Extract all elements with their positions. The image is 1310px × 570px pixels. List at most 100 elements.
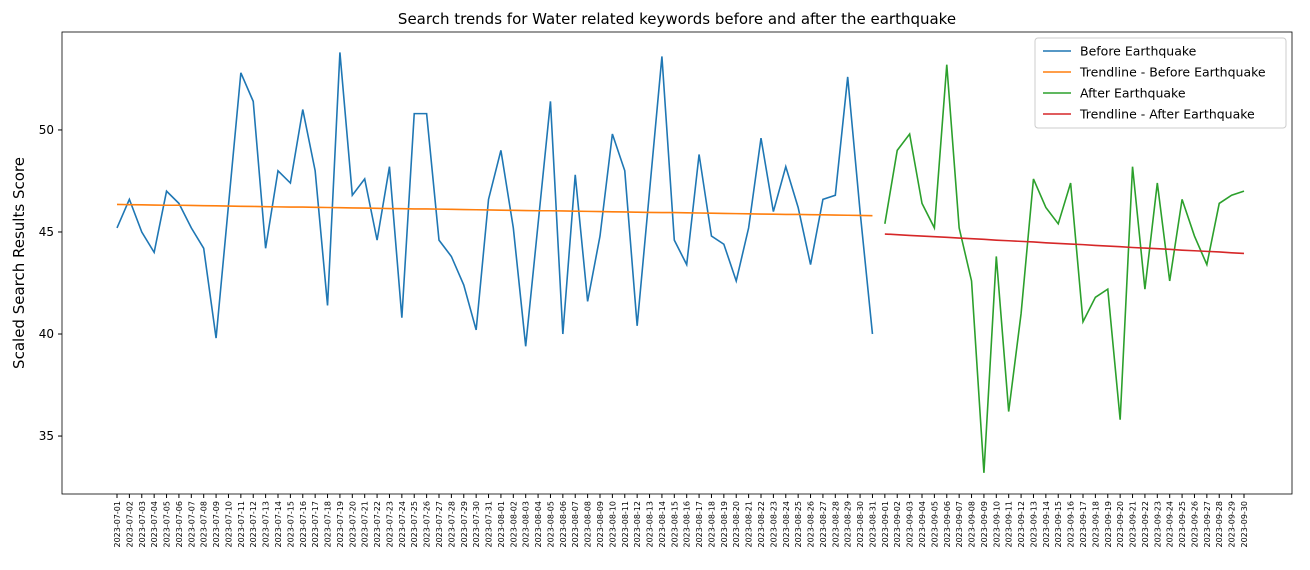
x-tick-label: 2023-08-26 bbox=[807, 501, 816, 548]
x-tick-label: 2023-07-01 bbox=[113, 501, 122, 548]
legend-label: Trendline - Before Earthquake bbox=[1079, 65, 1266, 80]
x-tick-label: 2023-09-08 bbox=[968, 501, 977, 548]
x-tick-label: 2023-08-11 bbox=[621, 501, 630, 548]
x-tick-label: 2023-07-12 bbox=[249, 501, 258, 548]
x-tick-label: 2023-07-31 bbox=[485, 501, 494, 548]
x-tick-label: 2023-07-04 bbox=[150, 501, 159, 548]
x-tick-label: 2023-08-23 bbox=[769, 501, 778, 548]
x-tick-label: 2023-09-27 bbox=[1203, 501, 1212, 548]
x-tick-label: 2023-09-21 bbox=[1129, 501, 1138, 548]
x-tick-label: 2023-08-30 bbox=[856, 501, 865, 548]
x-tick-label: 2023-08-16 bbox=[683, 501, 692, 548]
x-tick-label: 2023-07-21 bbox=[361, 501, 370, 548]
x-tick-label: 2023-09-18 bbox=[1091, 501, 1100, 548]
x-tick-label: 2023-09-25 bbox=[1178, 501, 1187, 548]
x-tick-label: 2023-09-20 bbox=[1116, 501, 1125, 548]
x-tick-label: 2023-08-07 bbox=[571, 501, 580, 548]
x-tick-label: 2023-09-22 bbox=[1141, 501, 1150, 548]
x-tick-label: 2023-09-06 bbox=[943, 501, 952, 548]
x-tick-label: 2023-08-01 bbox=[497, 501, 506, 548]
x-tick-label: 2023-08-22 bbox=[757, 501, 766, 548]
x-tick-label: 2023-08-05 bbox=[546, 501, 555, 548]
x-tick-label: 2023-07-25 bbox=[410, 501, 419, 548]
plot-frame bbox=[61, 31, 1293, 495]
x-tick-label: 2023-08-31 bbox=[868, 501, 877, 548]
x-tick-label: 2023-09-16 bbox=[1067, 501, 1076, 548]
x-tick-label: 2023-09-05 bbox=[930, 501, 939, 548]
x-tick-label: 2023-07-16 bbox=[299, 501, 308, 548]
x-tick-label: 2023-07-15 bbox=[286, 501, 295, 548]
x-tick-label: 2023-07-29 bbox=[460, 501, 469, 548]
x-tick-label: 2023-08-14 bbox=[658, 501, 667, 548]
x-tick-label: 2023-09-01 bbox=[881, 501, 890, 548]
x-tick-label: 2023-07-26 bbox=[423, 501, 432, 548]
x-tick-label: 2023-09-07 bbox=[955, 501, 964, 548]
x-tick-label: 2023-09-28 bbox=[1215, 501, 1224, 548]
x-tick-label: 2023-08-28 bbox=[831, 501, 840, 548]
x-tick-label: 2023-09-11 bbox=[1005, 501, 1014, 548]
series-line bbox=[884, 233, 1245, 255]
x-tick-label: 2023-09-17 bbox=[1079, 501, 1088, 548]
x-tick-label: 2023-08-18 bbox=[707, 501, 716, 548]
x-tick-label: 2023-07-24 bbox=[398, 501, 407, 548]
legend-label: Trendline - After Earthquake bbox=[1079, 107, 1255, 122]
x-tick-label: 2023-08-02 bbox=[509, 501, 518, 548]
x-tick-label: 2023-07-09 bbox=[212, 501, 221, 548]
x-tick-label: 2023-07-10 bbox=[224, 501, 233, 548]
x-tick-label: 2023-07-08 bbox=[200, 501, 209, 548]
x-tick-label: 2023-07-30 bbox=[472, 501, 481, 548]
legend-label: After Earthquake bbox=[1080, 86, 1186, 101]
x-tick-label: 2023-09-13 bbox=[1029, 501, 1038, 548]
x-tick-label: 2023-08-24 bbox=[782, 501, 791, 548]
x-tick-label: 2023-07-03 bbox=[138, 501, 147, 548]
x-tick-label: 2023-08-04 bbox=[534, 501, 543, 548]
x-tick-label: 2023-07-22 bbox=[373, 501, 382, 548]
x-tick-label: 2023-08-25 bbox=[794, 501, 803, 548]
series-line bbox=[884, 64, 1245, 473]
y-tick-label: 50 bbox=[39, 123, 54, 137]
x-tick-label: 2023-07-11 bbox=[237, 501, 246, 548]
legend-box bbox=[1034, 37, 1287, 129]
x-tick-label: 2023-09-30 bbox=[1240, 501, 1249, 548]
x-tick-label: 2023-08-06 bbox=[559, 501, 568, 548]
x-tick-label: 2023-09-04 bbox=[918, 501, 927, 548]
x-tick-label: 2023-08-19 bbox=[720, 501, 729, 548]
x-tick-label: 2023-09-15 bbox=[1054, 501, 1063, 548]
x-tick-label: 2023-09-23 bbox=[1153, 501, 1162, 548]
x-tick-label: 2023-07-19 bbox=[336, 501, 345, 548]
x-tick-label: 2023-07-17 bbox=[311, 501, 320, 548]
x-tick-label: 2023-09-29 bbox=[1228, 501, 1237, 548]
y-tick-label: 45 bbox=[39, 225, 54, 239]
x-tick-label: 2023-07-06 bbox=[175, 501, 184, 548]
y-axis-label: Scaled Search Results Score bbox=[10, 157, 28, 369]
x-tick-label: 2023-07-14 bbox=[274, 501, 283, 548]
x-tick-label: 2023-09-24 bbox=[1166, 501, 1175, 548]
y-tick-label: 40 bbox=[39, 327, 54, 341]
x-tick-label: 2023-08-27 bbox=[819, 501, 828, 548]
x-tick-label: 2023-08-15 bbox=[670, 501, 679, 548]
x-tick-label: 2023-08-20 bbox=[732, 501, 741, 548]
x-tick-label: 2023-08-13 bbox=[646, 501, 655, 548]
legend-label: Before Earthquake bbox=[1080, 44, 1197, 59]
x-tick-label: 2023-09-19 bbox=[1104, 501, 1113, 548]
x-tick-label: 2023-08-29 bbox=[844, 501, 853, 548]
x-tick-label: 2023-07-13 bbox=[262, 501, 271, 548]
x-tick-label: 2023-09-09 bbox=[980, 501, 989, 548]
x-tick-label: 2023-08-08 bbox=[584, 501, 593, 548]
x-tick-label: 2023-08-03 bbox=[522, 501, 531, 548]
x-tick-label: 2023-09-03 bbox=[906, 501, 915, 548]
x-tick-label: 2023-08-10 bbox=[608, 501, 617, 548]
x-tick-label: 2023-07-27 bbox=[435, 501, 444, 548]
x-tick-label: 2023-07-02 bbox=[125, 501, 134, 548]
x-tick-label: 2023-07-23 bbox=[385, 501, 394, 548]
x-tick-label: 2023-09-14 bbox=[1042, 501, 1051, 548]
x-tick-label: 2023-07-07 bbox=[187, 501, 196, 548]
y-tick-label: 35 bbox=[39, 429, 54, 443]
x-tick-label: 2023-07-05 bbox=[163, 501, 172, 548]
x-tick-label: 2023-07-28 bbox=[447, 501, 456, 548]
x-tick-label: 2023-08-09 bbox=[596, 501, 605, 548]
x-tick-label: 2023-07-20 bbox=[348, 501, 357, 548]
x-tick-label: 2023-09-12 bbox=[1017, 501, 1026, 548]
series-line bbox=[116, 203, 873, 217]
